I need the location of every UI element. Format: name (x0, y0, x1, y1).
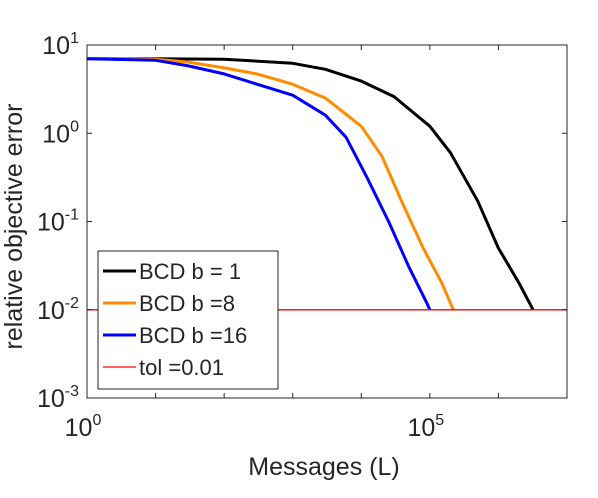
y-tick-base: 10 (37, 209, 65, 237)
y-tick-base: 10 (42, 32, 70, 60)
y-tick-label: 10-2 (37, 295, 79, 325)
y-tick-exponent: -1 (65, 207, 79, 224)
y-tick-base: 10 (42, 120, 70, 148)
x-tick-base: 10 (407, 414, 435, 442)
y-tick-label: 10-3 (37, 383, 79, 413)
y-tick-base: 10 (37, 297, 65, 325)
series-line-3 (87, 57, 432, 311)
series-line-2 (87, 57, 455, 311)
y-tick-exponent: -2 (65, 295, 79, 312)
series-line-1 (87, 57, 535, 311)
legend-label: tol =0.01 (139, 355, 224, 380)
y-tick-base: 10 (37, 385, 65, 413)
legend-label: BCD b =16 (139, 323, 247, 348)
y-tick-exponent: -3 (65, 383, 79, 400)
legend-label: BCD b =8 (139, 291, 235, 316)
x-tick-label: 100 (65, 412, 102, 442)
y-axis-title: relative objective error (0, 104, 28, 350)
legend-box (97, 250, 279, 390)
x-axis-title: Messages (L) (248, 453, 399, 481)
x-tick-exponent: 5 (435, 412, 444, 429)
legend-label: BCD b = 1 (139, 259, 241, 284)
y-tick-label: 101 (42, 30, 79, 60)
x-tick-base: 10 (65, 414, 93, 442)
y-tick-exponent: 1 (70, 30, 79, 47)
y-tick-label: 10-1 (37, 207, 79, 237)
y-tick-label: 100 (42, 118, 79, 148)
x-tick-label: 105 (407, 412, 444, 442)
x-tick-exponent: 0 (92, 412, 101, 429)
y-tick-exponent: 0 (70, 118, 79, 135)
